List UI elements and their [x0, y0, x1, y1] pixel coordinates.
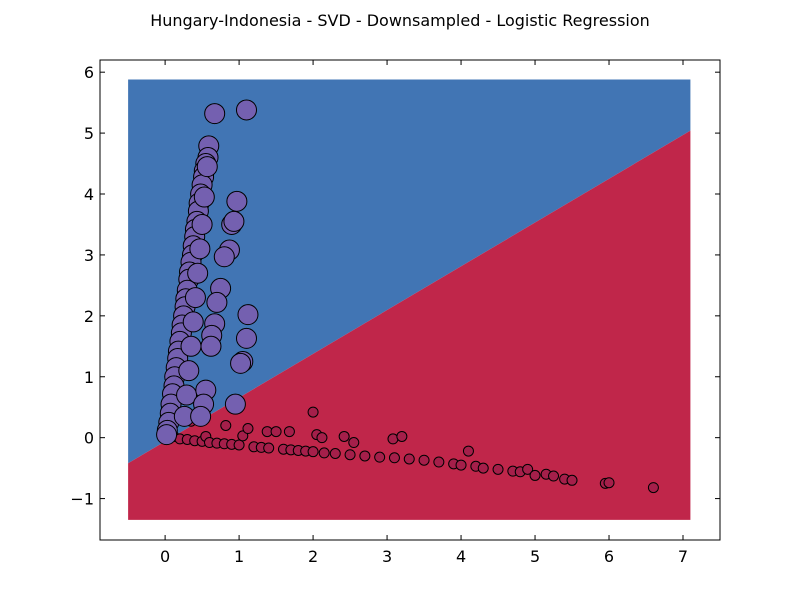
x-tick-label: 6: [604, 547, 614, 566]
y-tick-label: 4: [84, 185, 94, 204]
data-point: [220, 419, 232, 431]
data-point: [206, 291, 228, 313]
data-point: [329, 448, 341, 460]
y-axis: −1 0 1 2 3 4 5 6: [70, 63, 720, 509]
decision-region-upper: [128, 79, 691, 464]
data-point: [237, 304, 259, 326]
x-tick-label: 2: [308, 547, 318, 566]
data-point: [403, 453, 415, 465]
data-point: [359, 450, 371, 462]
y-tick-label: 3: [84, 246, 94, 265]
y-tick-label: 6: [84, 63, 94, 82]
data-point: [338, 430, 350, 442]
data-point: [237, 430, 249, 442]
data-point: [233, 439, 245, 451]
data-point: [187, 262, 209, 284]
data-point: [190, 405, 212, 427]
axes-frame: [99, 59, 721, 541]
data-point: [318, 447, 330, 459]
chart-title: Hungary-Indonesia - SVD - Downsampled - …: [150, 11, 650, 30]
data-point: [316, 432, 328, 444]
data-point: [492, 463, 504, 475]
x-tick-label: 4: [456, 547, 466, 566]
y-tick-label: 0: [84, 429, 94, 448]
decision-region-lower: [128, 130, 691, 520]
data-point: [235, 99, 257, 121]
data-point: [204, 103, 226, 125]
data-point: [307, 406, 319, 418]
data-point: [348, 437, 360, 449]
plot-area: [128, 79, 691, 520]
data-point: [344, 449, 356, 461]
data-point: [566, 474, 578, 486]
x-axis: 0 1 2 3 4 5 6 7: [160, 60, 688, 566]
data-point: [270, 426, 282, 438]
data-point: [242, 423, 254, 435]
data-point: [178, 360, 200, 382]
data-point: [200, 335, 222, 357]
data-point: [433, 456, 445, 468]
y-tick-label: −1: [70, 490, 94, 509]
data-point: [647, 482, 659, 494]
data-point: [455, 459, 467, 471]
data-point: [235, 327, 257, 349]
data-point: [418, 454, 430, 466]
data-point: [462, 445, 474, 457]
data-point: [213, 246, 235, 268]
data-point: [548, 470, 560, 482]
x-tick-label: 0: [160, 547, 170, 566]
data-point: [224, 393, 246, 415]
series-class-a: [156, 99, 259, 446]
data-point: [191, 213, 213, 235]
data-point: [396, 430, 408, 442]
data-point: [477, 462, 489, 474]
data-point: [529, 469, 541, 481]
data-point: [196, 156, 218, 178]
data-point: [603, 477, 615, 489]
data-point: [189, 238, 211, 260]
data-point: [184, 287, 206, 309]
x-tick-label: 7: [678, 547, 688, 566]
x-tick-label: 5: [530, 547, 540, 566]
x-tick-label: 1: [234, 547, 244, 566]
data-point: [193, 186, 215, 208]
y-tick-label: 5: [84, 124, 94, 143]
data-point: [156, 424, 178, 446]
data-point: [230, 352, 252, 374]
y-tick-label: 1: [84, 368, 94, 387]
data-point: [283, 426, 295, 438]
data-point: [223, 210, 245, 232]
y-tick-label: 2: [84, 307, 94, 326]
x-tick-label: 3: [382, 547, 392, 566]
data-point: [522, 463, 534, 475]
data-point: [263, 442, 275, 454]
data-point: [307, 446, 319, 458]
data-point: [180, 335, 202, 357]
data-point: [374, 451, 386, 463]
data-point: [182, 311, 204, 333]
data-point: [388, 452, 400, 464]
data-point: [226, 190, 248, 212]
series-class-b: [163, 406, 659, 494]
